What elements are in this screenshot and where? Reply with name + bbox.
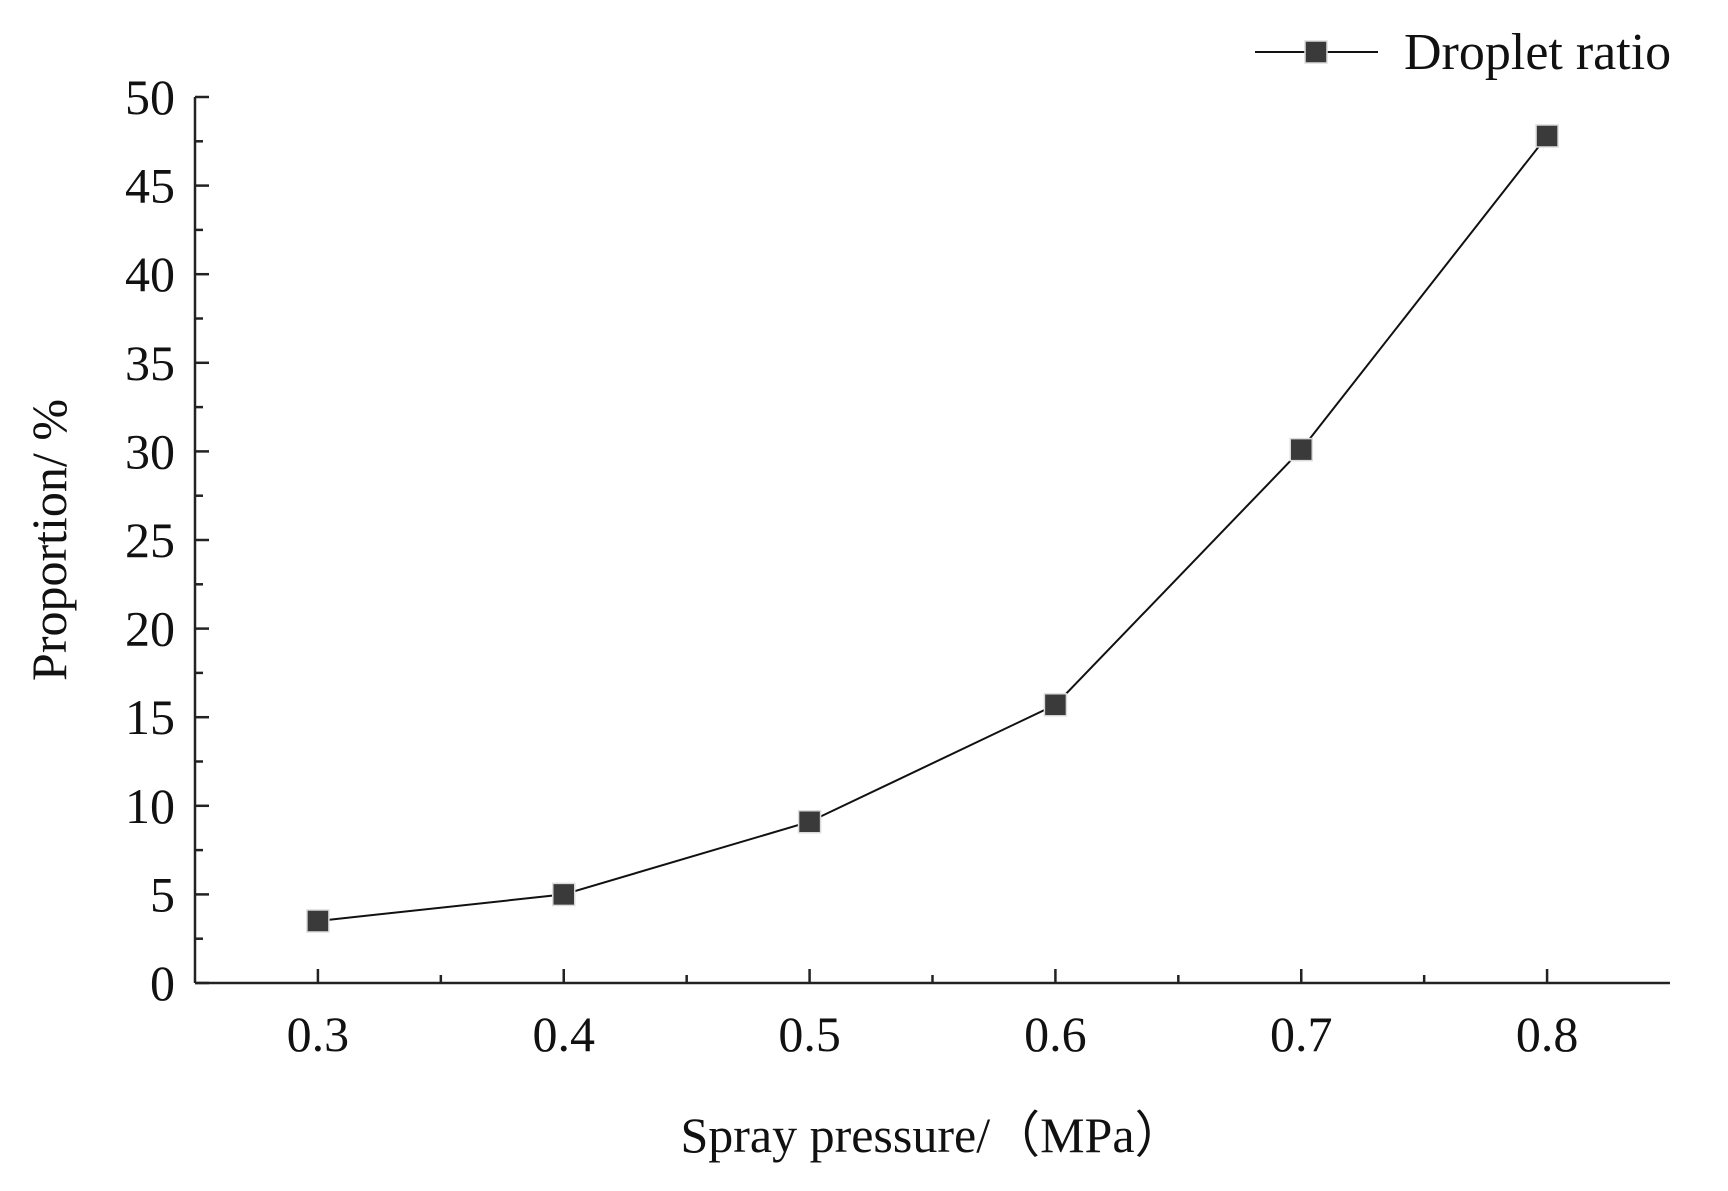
legend-marker-swatch [1304,40,1328,64]
y-ticks: 0 5 10 15 20 25 30 35 40 45 50 [125,69,209,1011]
y-tick-label: 10 [125,778,175,834]
x-tick-label: 0.8 [1516,1006,1579,1062]
data-point [1535,124,1559,148]
data-point [797,809,822,834]
data-point [1289,437,1313,462]
y-tick-label: 30 [125,423,175,479]
data-point [306,909,330,933]
x-tick-label: 0.6 [1024,1006,1087,1062]
axes [193,97,1670,985]
y-tick-label: 35 [125,335,175,391]
x-tick-label: 0.5 [778,1006,841,1062]
series-line [317,135,1548,922]
x-tick-label: 0.3 [287,1006,350,1062]
y-tick-label: 5 [150,866,175,922]
y-tick-label: 50 [125,69,175,125]
legend: Droplet ratio [1255,24,1671,81]
y-tick-label: 25 [125,512,175,568]
x-tick-label: 0.4 [533,1006,596,1062]
y-tick-label: 0 [150,955,175,1011]
x-tick-label: 0.7 [1270,1006,1333,1062]
y-tick-label: 20 [125,601,175,657]
series-group [306,124,1559,933]
x-axis-title: Spray pressure/（MPa） [680,1107,1184,1163]
y-tick-label: 40 [125,246,175,302]
y-tick-label: 15 [125,689,175,745]
x-ticks: 0.3 0.4 0.5 0.6 0.7 0.8 [287,969,1579,1062]
legend-label: Droplet ratio [1404,24,1671,81]
data-point [1043,693,1068,717]
y-axis-title: Proportion/ % [21,399,77,681]
y-tick-label: 45 [125,158,175,214]
data-point [552,882,576,907]
